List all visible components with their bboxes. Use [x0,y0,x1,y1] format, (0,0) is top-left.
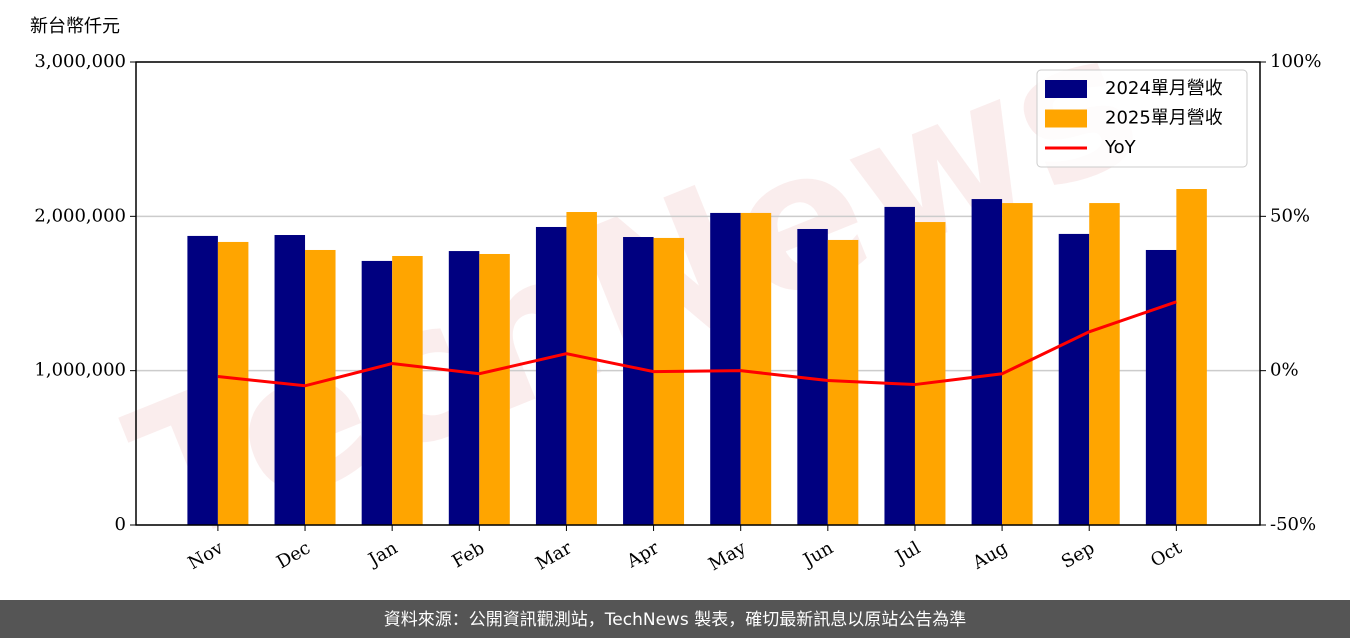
bar [305,249,336,525]
bar [217,241,249,525]
bar [392,255,423,525]
x-tick-label: Oct [1147,537,1186,572]
x-tick-label: Sep [1058,537,1098,572]
bar [535,226,567,525]
bar [710,212,741,526]
y2-tick-label: -50% [1270,514,1316,535]
x-tick-label: Aug [968,537,1011,574]
legend-label: 2025單月營收 [1105,108,1223,129]
bar [361,260,393,525]
bar [623,237,654,525]
line [217,300,1177,388]
y-axis-label: 新台幣仟元 [30,16,120,37]
y-tick-label: 3,000,000 [34,51,126,72]
bar [448,251,480,525]
x-tick-label: May [705,537,750,575]
bar [1058,233,1090,525]
x-tick-label: Jan [363,537,401,571]
legend-swatch [1045,80,1087,98]
x-tick-label: Jul [890,537,924,569]
bar [884,206,915,525]
bar [653,237,685,525]
bar [1176,189,1207,525]
bar [479,253,510,525]
x-tick-label: Jun [798,537,837,572]
bar [914,222,946,525]
footer-text: 資料來源：公開資訊觀測站，TechNews 製表，確切最新訊息以原站公告為準 [384,610,966,630]
y-tick-label: 2,000,000 [34,205,126,226]
legend-label: YoY [1104,137,1137,158]
legend-swatch [1045,109,1087,128]
y-tick-label: 1,000,000 [34,360,126,381]
x-tick-label: Mar [532,537,576,574]
bar [1145,249,1177,525]
legend-label: 2024單月營收 [1105,78,1223,99]
x-tick-label: Apr [622,537,662,572]
y2-tick-label: 100% [1270,51,1321,72]
bar [1089,203,1120,525]
y2-tick-label: 50% [1270,205,1310,226]
bar [971,199,1003,525]
footer-bar [0,600,1350,638]
legend-box [1036,69,1248,168]
bar [740,212,772,526]
plot-frame [135,61,1261,526]
bar [187,235,218,526]
y-tick-label: 0 [115,514,126,535]
bar [566,212,597,525]
y2-tick-label: 0% [1270,360,1299,381]
bar [1002,203,1033,525]
bar [274,235,306,525]
x-tick-label: Feb [449,537,489,572]
